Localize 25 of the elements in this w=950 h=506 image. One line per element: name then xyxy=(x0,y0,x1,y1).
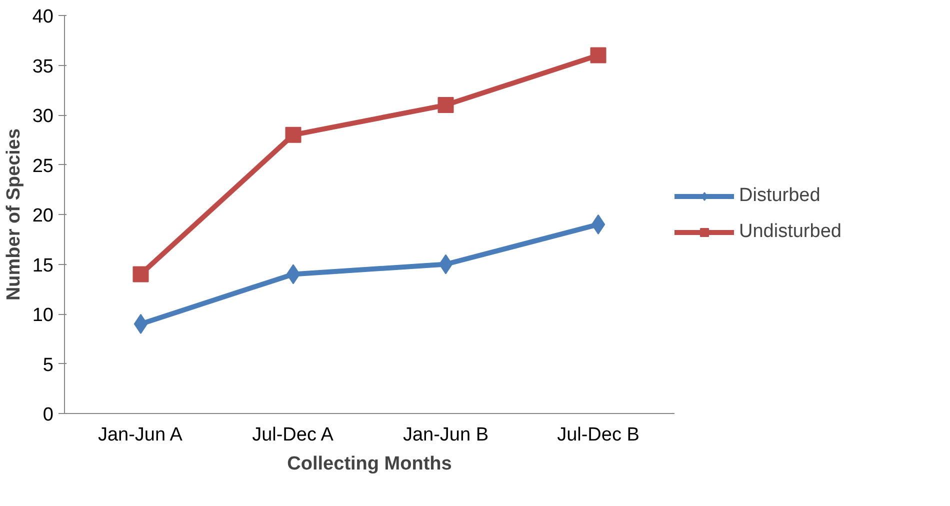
point xyxy=(285,126,302,143)
y-tick-label: 25 xyxy=(32,156,54,177)
y-tick-label: 0 xyxy=(42,404,54,426)
x-tick-label: Jul-Dec B xyxy=(557,424,640,446)
point xyxy=(286,264,300,284)
y-tick-label: 5 xyxy=(42,354,54,376)
y-tick-label: 10 xyxy=(32,305,54,326)
y-tick-label: 20 xyxy=(32,206,54,226)
point xyxy=(438,254,453,274)
y-axis-title: Number of Species xyxy=(3,128,24,301)
x-tick-label: Jan-Jun A xyxy=(98,424,183,446)
point xyxy=(591,214,606,234)
point xyxy=(590,47,606,64)
x-tick-label: Jul-Dec A xyxy=(252,424,334,446)
y-tick-label: 40 xyxy=(32,6,54,28)
y-tick-label: 15 xyxy=(32,255,54,276)
legend-label: Undisturbed xyxy=(739,221,842,243)
y-tick-label: 30 xyxy=(32,106,54,127)
point xyxy=(134,314,148,334)
point xyxy=(438,97,454,114)
x-axis-title: Collecting Months xyxy=(287,454,452,474)
legend-label: Disturbed xyxy=(739,185,820,207)
y-tick-label: 35 xyxy=(32,56,54,78)
point xyxy=(132,266,149,282)
x-tick-label: Jan-Jun B xyxy=(402,424,489,446)
